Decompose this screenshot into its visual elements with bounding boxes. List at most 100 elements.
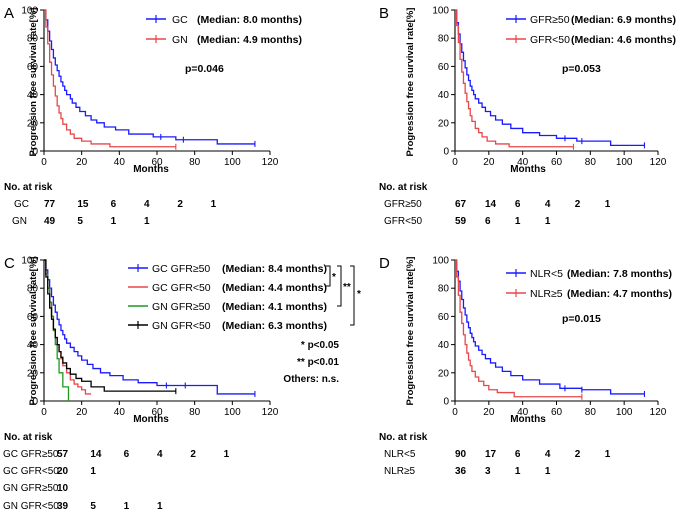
legend: GFR≥50 (Median: 6.9 months) GFR<50 (Medi… — [506, 14, 676, 46]
y-tick-label: 0 — [32, 147, 38, 158]
bracket-gc-high-vs-gn-low — [350, 265, 355, 326]
x-tick-label: 100 — [616, 157, 633, 168]
y-tick-label: 60 — [27, 62, 39, 73]
risk-value: 77 — [44, 199, 56, 210]
y-tick-label: 60 — [438, 312, 450, 323]
y-axis-label: Progression free survival rate[%] — [28, 8, 39, 157]
risk-value: 57 — [57, 449, 69, 460]
panel-label: B — [379, 5, 389, 22]
survival-curve — [44, 259, 92, 395]
legend-median: (Median: 4.6 months) — [571, 34, 676, 46]
x-tick-label: 120 — [262, 407, 279, 418]
legend-label: GFR≥50 — [530, 14, 570, 26]
risk-value: 4 — [545, 199, 551, 210]
survival-curve — [455, 259, 582, 398]
y-tick-label: 100 — [21, 6, 38, 17]
panel-c: C Progression free survival rate[%] Mont… — [3, 255, 361, 512]
risk-row-label: NLR≥5 — [384, 466, 415, 477]
risk-value: 59 — [455, 216, 467, 227]
risk-value: 1 — [211, 199, 217, 210]
risk-table: No. at risk NLR<5 NLR≥5 90 17 6 4 2 1 36 3 1 1 — [379, 432, 611, 477]
x-tick-label: 60 — [151, 157, 163, 168]
legend-note: ** p<0.01 — [297, 357, 339, 368]
risk-row-label: NLR<5 — [384, 449, 416, 460]
risk-value: 6 — [485, 216, 491, 227]
legend-median: (Median: 8.4 months) — [222, 263, 327, 275]
legend-label: GC GFR<50 — [152, 282, 211, 294]
survival-curve — [44, 259, 255, 395]
x-axis-label: Months — [510, 414, 546, 425]
risk-value: 4 — [157, 449, 163, 460]
legend-median: (Median: 4.9 months) — [197, 34, 302, 46]
survival-curve — [44, 9, 176, 148]
legend-note: Others: n.s. — [283, 374, 339, 385]
risk-value: 90 — [455, 449, 467, 460]
panel-label: C — [4, 255, 15, 272]
panel-label: A — [4, 5, 14, 22]
y-tick-label: 80 — [27, 34, 39, 45]
risk-row-label: GN — [12, 216, 27, 227]
legend-median: (Median: 4.4 months) — [222, 282, 327, 294]
y-tick-label: 100 — [21, 256, 38, 267]
risk-table-title: No. at risk — [4, 182, 53, 193]
y-tick-label: 0 — [443, 147, 449, 158]
x-tick-label: 60 — [151, 407, 163, 418]
risk-value: 1 — [515, 466, 521, 477]
y-tick-label: 0 — [443, 397, 449, 408]
risk-value: 2 — [190, 449, 196, 460]
risk-value: 15 — [77, 199, 89, 210]
y-tick-label: 80 — [438, 284, 450, 295]
risk-value: 5 — [90, 501, 96, 512]
risk-value: 1 — [515, 216, 521, 227]
legend-label: GC GFR≥50 — [152, 263, 210, 275]
risk-table: No. at risk GC GN 77 15 6 4 2 1 49 5 1 1 — [4, 182, 217, 227]
y-tick-label: 20 — [27, 118, 39, 129]
risk-table-title: No. at risk — [379, 432, 428, 443]
legend-label: GC — [172, 14, 188, 26]
axes: 0 20 40 60 80 100 120 0 20 40 60 80 100 — [432, 256, 666, 419]
legend-label: NLR≥5 — [530, 288, 563, 300]
risk-values: 67 14 6 4 2 1 59 6 1 1 — [455, 199, 611, 227]
legend-note: * p<0.05 — [301, 340, 340, 351]
risk-table: No. at risk GC GFR≥50 GC GFR<50 GN GFR≥5… — [3, 432, 230, 512]
y-tick-label: 40 — [27, 90, 39, 101]
legend-label: GFR<50 — [530, 34, 570, 46]
risk-value: 6 — [515, 449, 521, 460]
risk-table-title: No. at risk — [4, 432, 53, 443]
y-tick-label: 20 — [438, 368, 450, 379]
bracket-gc-high-vs-gn-high — [337, 265, 342, 307]
risk-value: 4 — [144, 199, 150, 210]
risk-row-label: GC GFR≥50 — [3, 449, 59, 460]
risk-row-label: GN GFR≥50 — [3, 483, 59, 494]
risk-row-label: GC GFR<50 — [3, 466, 59, 477]
y-tick-label: 0 — [32, 397, 38, 408]
y-tick-label: 60 — [27, 312, 39, 323]
x-tick-label: 60 — [551, 157, 563, 168]
x-tick-label: 80 — [189, 407, 201, 418]
legend-median: (Median: 8.0 months) — [197, 14, 302, 26]
y-tick-label: 40 — [438, 90, 450, 101]
x-tick-label: 20 — [76, 157, 88, 168]
x-tick-label: 120 — [650, 157, 667, 168]
x-tick-label: 80 — [585, 407, 597, 418]
risk-value: 1 — [224, 449, 230, 460]
legend: NLR<5 (Median: 7.8 months) NLR≥5 (Median… — [506, 268, 672, 300]
risk-value: 4 — [545, 449, 551, 460]
x-tick-label: 20 — [76, 407, 88, 418]
x-tick-label: 0 — [41, 407, 47, 418]
risk-value: 2 — [177, 199, 183, 210]
p-value: p=0.053 — [562, 63, 601, 75]
risk-value: 5 — [77, 216, 83, 227]
legend-median: (Median: 7.8 months) — [567, 268, 672, 280]
y-tick-label: 20 — [27, 368, 39, 379]
risk-value: 1 — [605, 199, 611, 210]
x-tick-label: 0 — [452, 157, 458, 168]
risk-value: 10 — [57, 483, 69, 494]
y-tick-label: 60 — [438, 62, 450, 73]
risk-value: 1 — [545, 216, 551, 227]
significance-mark: ** — [343, 282, 351, 293]
y-tick-label: 80 — [438, 34, 450, 45]
survival-curve — [455, 259, 645, 395]
y-tick-label: 100 — [432, 256, 449, 267]
